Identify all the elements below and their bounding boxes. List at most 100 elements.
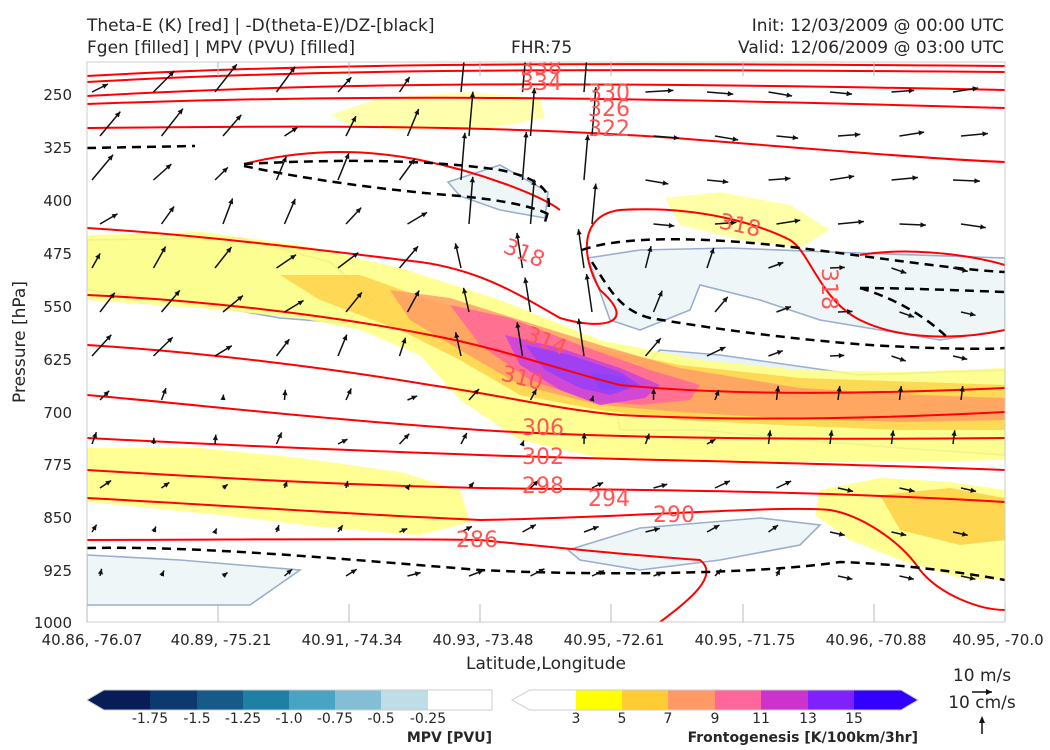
fgen-fill [87, 92, 1005, 580]
wind-vector-head [774, 386, 781, 392]
wind-vector-head [723, 480, 730, 486]
wind-vector-head [772, 525, 779, 531]
wind-vector-head [785, 306, 792, 311]
plot-frame [86, 61, 1006, 623]
y-tick-label: 250 [43, 86, 72, 104]
mpv-region-lower [566, 517, 822, 571]
wind-vector-head [281, 156, 287, 163]
wind-vector-head [828, 430, 834, 437]
wind-vector-head [469, 91, 476, 98]
wind-vector-head [839, 265, 845, 271]
wind-vector-head [468, 482, 474, 489]
contour-label: 334 [520, 71, 562, 96]
fgen-colorbar-swatch [668, 690, 715, 710]
wind-vector-head [356, 292, 362, 299]
wind-vector-head [644, 433, 650, 440]
contour-label: 330 [588, 81, 630, 106]
wind-vector [583, 134, 589, 181]
wind-vector-head [730, 220, 737, 226]
wind-vector-head [473, 389, 479, 395]
contour-label: 318 [816, 268, 841, 310]
wind-vector [591, 183, 597, 225]
wind-ref-vertical: 10 cm/s [948, 693, 1016, 713]
x-tick-label: 40.89, -75.21 [171, 631, 272, 649]
wind-vector-head [908, 312, 915, 318]
wind-vector-head [228, 198, 234, 205]
forecast-hour: FHR:75 [511, 38, 572, 58]
wind-vector-head [786, 92, 793, 98]
y-tick-label: 325 [43, 139, 72, 157]
dtheta-dz-line [590, 261, 1005, 351]
wind-vector-head [403, 433, 410, 440]
fgen-colorbar-label: Frontogenesis [K/100km/3hr] [688, 730, 918, 746]
wind-vector [524, 277, 532, 313]
x-tick-label: 40.91, -74.34 [302, 631, 403, 649]
dtheta-dz-line [581, 237, 1005, 274]
wind-vector-head [212, 434, 218, 441]
wind-vector-head [343, 480, 349, 487]
wind-vector-head [401, 337, 407, 344]
wind-vector-head [838, 353, 845, 359]
wind-vector-head [598, 570, 605, 576]
wind-vector-head [647, 246, 653, 252]
fgen-colorbar-swatch [808, 690, 854, 710]
theta-e-line [859, 250, 1005, 266]
wind-vector [521, 131, 528, 181]
wind-vector-head [792, 134, 799, 141]
x-tick-label: 40.95, -71.75 [695, 631, 796, 649]
wind-vector-head [163, 482, 170, 488]
fgen-main-band-7 [390, 290, 1005, 422]
theta-e-line [87, 96, 1005, 109]
wind-vector-head [461, 132, 468, 139]
wind-vector-head [900, 531, 907, 537]
wind-vector-head [858, 219, 864, 225]
y-tick-label: 625 [43, 351, 72, 369]
wind-vector-head [286, 569, 293, 575]
wind-vector-head [291, 127, 298, 133]
wind-vector [91, 154, 114, 181]
y-tick-label: 400 [43, 192, 72, 210]
wind-vector-head [846, 575, 853, 581]
wind-vector-head [959, 386, 965, 392]
wind-vector-head [515, 232, 521, 239]
theta-e-contours [87, 63, 1005, 622]
contour-label: 302 [522, 445, 564, 470]
wind-vector-head [462, 51, 467, 57]
wind-vector-head [344, 153, 350, 160]
mpv-colorbar-extend-low [87, 690, 104, 710]
wind-vector-head [114, 111, 121, 118]
contour-label: 338 [520, 55, 562, 80]
wind-vector-head [775, 569, 780, 576]
mpv-colorbar-swatch [197, 690, 243, 710]
y-tick-label: 475 [43, 245, 72, 263]
wind-vector-head [414, 108, 420, 115]
mpv-tick-label: -1.5 [183, 711, 210, 727]
x-tick-marks [86, 62, 1006, 622]
wind-vector-head [667, 88, 674, 94]
wind-vector-head [160, 246, 166, 253]
wind-vector-head [900, 268, 907, 274]
wind-vector [460, 62, 465, 93]
fgen-tick-label: 3 [572, 711, 581, 727]
wind-vector [460, 132, 466, 181]
wind-vector-head [161, 388, 167, 395]
contour-label: 326 [588, 97, 630, 122]
wind-vector-head [345, 77, 352, 84]
wind-vector-head [409, 158, 416, 165]
wind-vector-head [651, 388, 657, 394]
wind-vector-head [351, 116, 356, 123]
wind-vector-head [961, 531, 968, 537]
wind-vectors [91, 51, 988, 581]
fgen-lower-left [87, 448, 470, 535]
wind-vector-head [897, 386, 904, 392]
wind-vector-head [766, 430, 773, 437]
y-tick-labels: 250 325 400 475 550 625 700 775 850 925 … [34, 86, 72, 632]
wind-vector-head [784, 176, 791, 182]
wind-vector-head [91, 524, 97, 531]
theta-e-line [87, 394, 1005, 440]
mpv-tick-label: -1.0 [275, 711, 302, 727]
wind-vector [577, 318, 585, 357]
fgen-colorbar-extend-high [901, 690, 918, 710]
mpv-colorbar-ticks: -1.75 -1.5 -1.25 -1.0 -0.75 -0.5 -0.25 [132, 711, 446, 727]
